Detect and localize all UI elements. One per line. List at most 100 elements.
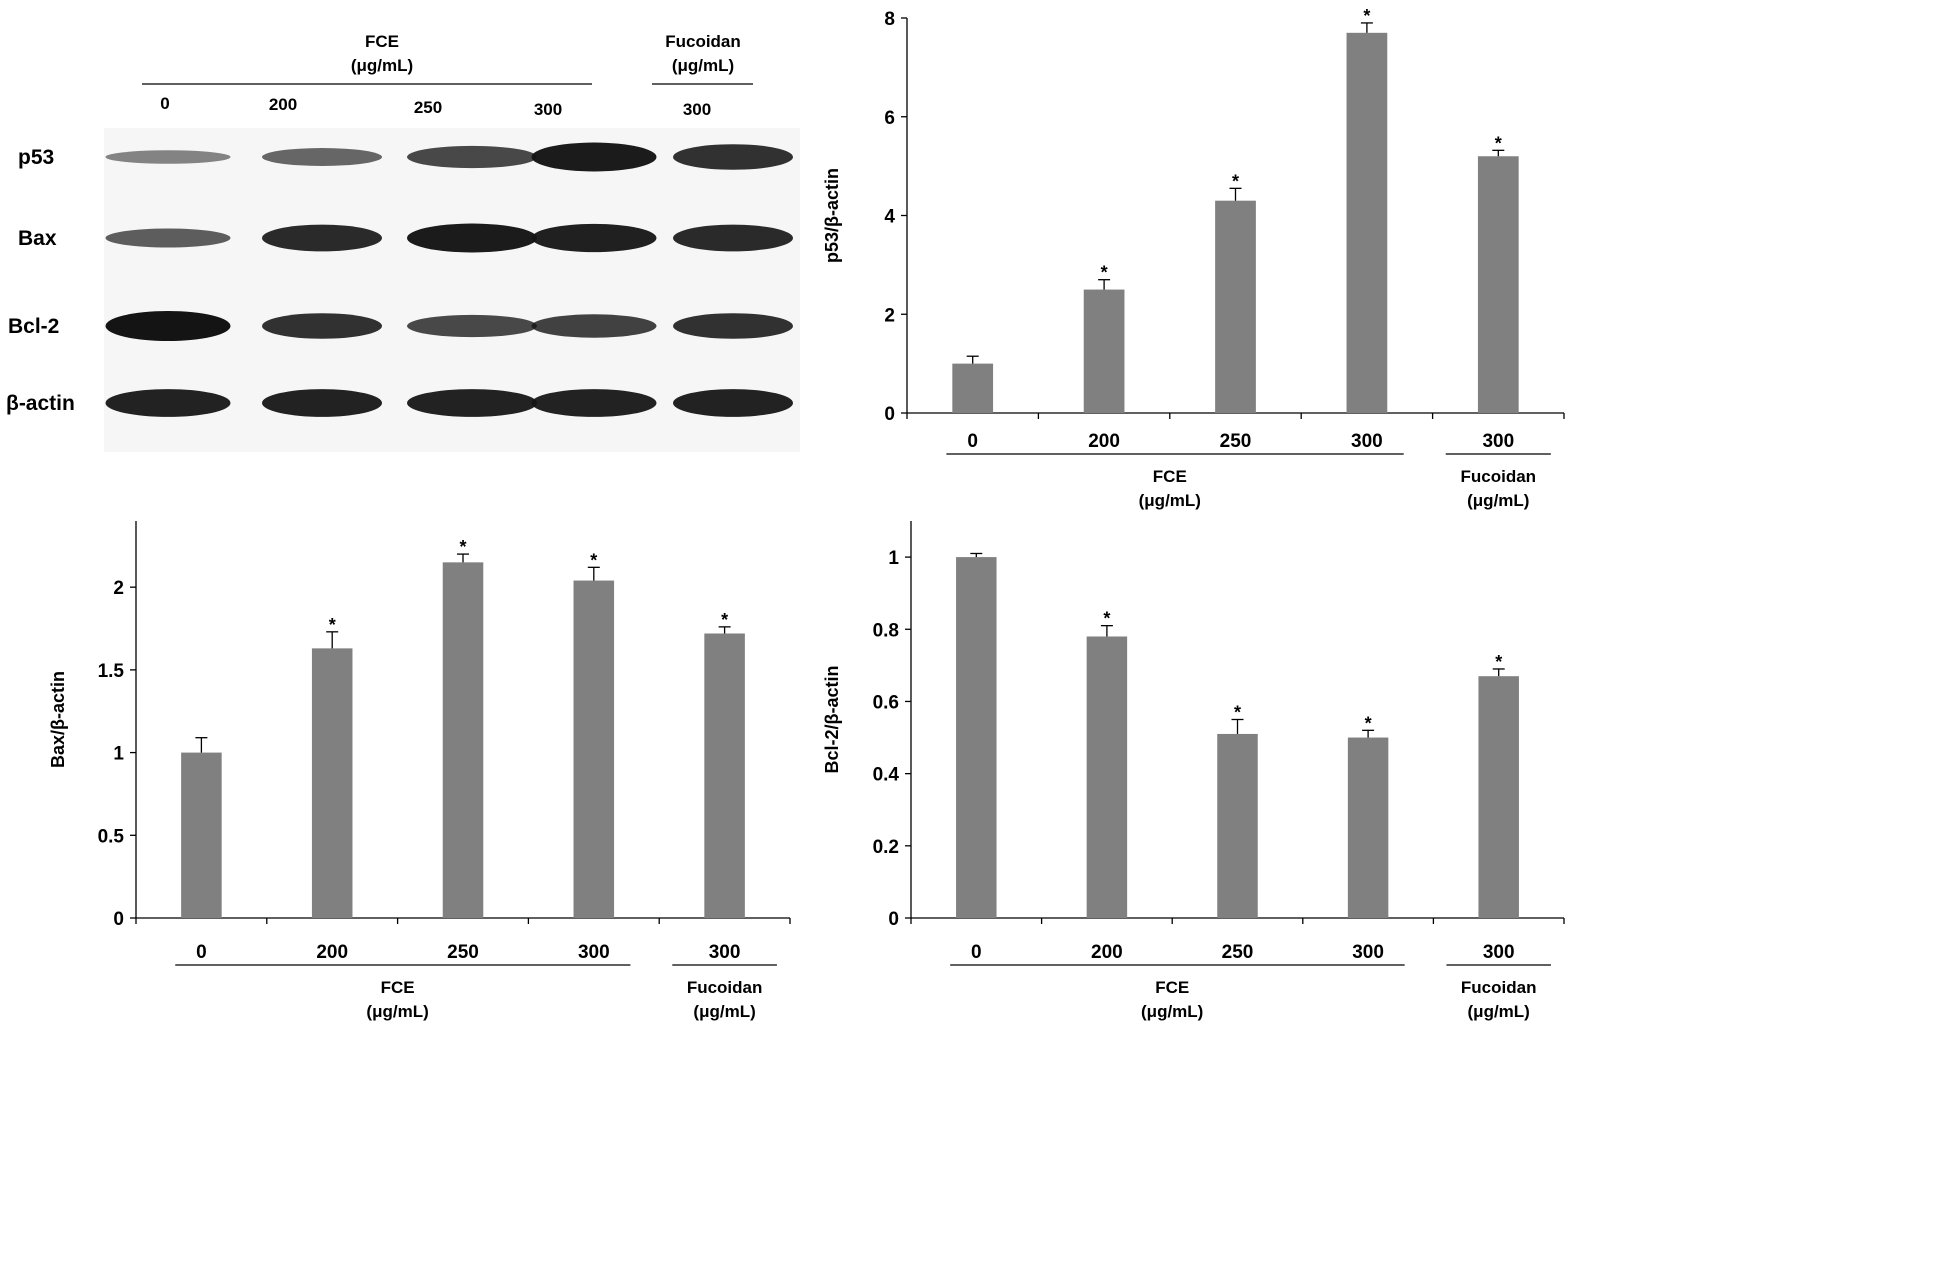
fce-group-unit: (μg/mL) [1141,1002,1203,1021]
x-category-label: 200 [1088,431,1120,452]
fce-group-unit: (μg/mL) [1139,491,1201,510]
bar [1217,733,1258,918]
y-tick-label: 0 [888,909,899,930]
y-tick-label: 4 [884,207,895,228]
blot-band [262,313,382,339]
x-category-label: 250 [447,942,479,963]
fce-group-label: FCE [381,978,415,997]
fce-group-unit: (μg/mL) [366,1002,428,1021]
blot-band [262,224,382,252]
y-axis-label: Bax/β-actin [48,671,68,768]
y-tick-label: 1 [113,744,124,765]
blot-band [262,389,382,417]
bcl2-chart: 0 0.2 0.4 0.6 0.8 1 Bcl-2/β-actin 0 * 200 * 250 * 300… [822,521,1565,1021]
significance-marker: * [459,537,466,557]
bar [181,752,222,918]
y-tick-label: 0.2 [873,837,899,858]
x-category-label: 0 [196,942,207,963]
y-tick-label: 0 [884,404,895,425]
x-category-label: 0 [971,942,982,963]
x-category-label: 250 [1220,431,1252,452]
blot-fce-unit: (μg/mL) [351,56,413,75]
blot-fce-label: FCE [365,32,399,51]
blot-band [531,314,657,338]
bar [1083,289,1125,413]
bar [442,562,484,918]
blot-fucoidan-unit: (μg/mL) [672,56,734,75]
x-category-label: 200 [316,942,348,963]
y-tick-label: 0.6 [873,692,899,713]
fce-group-label: FCE [1153,467,1187,486]
x-category-label: 250 [1222,942,1254,963]
significance-marker: * [1101,263,1108,283]
significance-marker: * [1363,6,1370,26]
significance-marker: * [1234,703,1241,723]
blot-row-label: Bcl-2 [8,315,59,338]
significance-marker: * [1495,652,1502,672]
fucoidan-group-label: Fucoidan [1461,467,1537,486]
blot-row-label: Bax [18,227,57,250]
fucoidan-group-unit: (μg/mL) [1468,1002,1530,1021]
blot-row-p53: p53 [18,142,793,172]
significance-marker: * [721,610,728,630]
blot-band [105,311,231,341]
blot-row--actin: β-actin [6,389,793,417]
blot-lane-label: 200 [269,95,297,114]
bar [311,648,353,918]
blot-lane-label: 300 [683,100,711,119]
blot-band [262,148,382,166]
significance-marker: * [590,550,597,570]
bar [1347,737,1389,918]
x-category-label: 300 [1482,431,1514,452]
y-axis-label: p53/β-actin [822,168,842,263]
y-tick-label: 1.5 [98,661,125,682]
x-category-label: 300 [1352,942,1384,963]
blot-band [105,228,231,248]
y-tick-label: 0.4 [873,765,900,786]
bar [1346,32,1388,413]
blot-row-bcl-2: Bcl-2 [8,311,793,341]
figure: FCE (μg/mL) Fucoidan (μg/mL) 0 200 250 300 3… [6,6,1565,1021]
blot-fucoidan-label: Fucoidan [665,32,741,51]
blot-lane-label: 0 [160,94,169,113]
blot-band [531,389,657,417]
y-tick-label: 0 [113,909,124,930]
fucoidan-group-label: Fucoidan [687,978,763,997]
fce-group-label: FCE [1155,978,1189,997]
y-tick-label: 0.8 [873,620,899,641]
blot-row-label: p53 [18,146,54,169]
x-category-label: 300 [578,942,610,963]
blot-band [531,223,657,253]
blot-band [407,223,537,253]
blot-band [407,389,537,417]
blot-row-label: β-actin [6,392,75,415]
blot-band [407,145,537,169]
blot-band [531,142,657,172]
significance-marker: * [1365,713,1372,733]
significance-marker: * [329,615,336,635]
y-tick-label: 2 [113,578,124,599]
blot-band [407,314,537,338]
x-category-label: 0 [967,431,978,452]
y-tick-label: 2 [884,305,895,326]
bax-chart: 0 0.5 1 1.5 2 Bax/β-actin 0 * 200 * 250 * 300 * 300 FCE… [48,521,791,1021]
blot-band [105,389,231,417]
blot-lane-label: 300 [534,100,562,119]
y-tick-label: 8 [884,9,895,30]
fucoidan-group-label: Fucoidan [1461,978,1537,997]
blot-row-bax: Bax [18,223,793,253]
y-tick-label: 0.5 [98,826,125,847]
blot-band [673,224,793,252]
p53-chart: 0 2 4 6 8 p53/β-actin 0 * 200 * 250 * 300 * 300 FCE (μg/… [822,6,1565,510]
significance-marker: * [1232,171,1239,191]
bar [1215,200,1256,413]
bar [704,633,745,918]
fucoidan-group-unit: (μg/mL) [1467,491,1529,510]
blot-band [105,150,231,164]
y-tick-label: 1 [888,548,899,569]
y-tick-label: 6 [884,108,895,129]
blot-band [673,313,793,339]
x-category-label: 300 [1351,431,1383,452]
bar [1477,156,1519,413]
blot-lane-label: 250 [414,98,442,117]
